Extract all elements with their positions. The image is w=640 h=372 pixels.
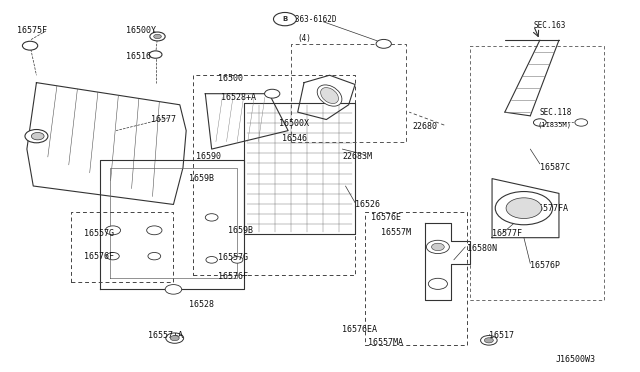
Text: 16576EA: 16576EA — [342, 326, 378, 334]
Text: 16528+A: 16528+A — [221, 93, 256, 102]
Circle shape — [431, 243, 444, 251]
Text: 16575F: 16575F — [17, 26, 47, 35]
Circle shape — [506, 198, 541, 218]
Text: 16557+A: 16557+A — [148, 331, 183, 340]
Text: 16577: 16577 — [151, 115, 176, 124]
Circle shape — [534, 119, 546, 126]
Circle shape — [25, 129, 48, 143]
Text: 16576F: 16576F — [84, 251, 114, 261]
Text: 16577F: 16577F — [492, 230, 522, 238]
Circle shape — [428, 278, 447, 289]
Text: 16576E: 16576E — [371, 213, 401, 222]
Circle shape — [273, 13, 296, 26]
Text: 1659B: 1659B — [189, 174, 214, 183]
Circle shape — [232, 257, 243, 263]
Text: 16546: 16546 — [282, 134, 307, 142]
Text: 16500Y: 16500Y — [125, 26, 156, 35]
Text: 16528: 16528 — [189, 300, 214, 309]
Text: SEC.118: SEC.118 — [540, 108, 572, 117]
Circle shape — [426, 240, 449, 254]
Text: 16557G: 16557G — [84, 230, 114, 238]
Text: 16517: 16517 — [489, 331, 514, 340]
Text: B: B — [282, 16, 287, 22]
Text: 16557MA: 16557MA — [368, 339, 403, 347]
Text: 22683M: 22683M — [342, 152, 372, 161]
Text: 16580N: 16580N — [467, 244, 497, 253]
Circle shape — [264, 89, 280, 98]
Circle shape — [31, 132, 44, 140]
Text: 1659B: 1659B — [228, 226, 253, 235]
Text: (11835M): (11835M) — [538, 122, 572, 128]
Text: 16576P: 16576P — [531, 261, 560, 270]
Circle shape — [22, 41, 38, 50]
Text: 16500: 16500 — [218, 74, 243, 83]
Circle shape — [575, 119, 588, 126]
Circle shape — [481, 336, 497, 345]
Circle shape — [484, 338, 493, 343]
Circle shape — [106, 253, 119, 260]
Text: 16590: 16590 — [196, 152, 221, 161]
Circle shape — [149, 51, 162, 58]
Text: °08363-6162D: °08363-6162D — [282, 15, 337, 24]
Circle shape — [150, 32, 165, 41]
Text: J16500W3: J16500W3 — [556, 355, 596, 364]
Circle shape — [148, 253, 161, 260]
Circle shape — [165, 285, 182, 294]
Text: 16516: 16516 — [125, 52, 150, 61]
Text: 16577FA: 16577FA — [534, 203, 568, 213]
Text: (4): (4) — [298, 34, 312, 43]
Circle shape — [170, 336, 179, 341]
Circle shape — [495, 192, 552, 225]
Text: 16557M: 16557M — [381, 228, 410, 237]
Circle shape — [105, 226, 120, 235]
Text: 16500X: 16500X — [278, 119, 308, 128]
Text: 22680: 22680 — [412, 122, 437, 131]
Text: 16557G: 16557G — [218, 253, 248, 263]
Circle shape — [154, 34, 161, 39]
Circle shape — [376, 39, 392, 48]
Ellipse shape — [317, 85, 342, 106]
Circle shape — [166, 333, 184, 343]
Text: 16526: 16526 — [355, 200, 380, 209]
Text: 16576F: 16576F — [218, 272, 248, 281]
Circle shape — [205, 214, 218, 221]
Circle shape — [147, 226, 162, 235]
Text: 16587C: 16587C — [540, 163, 570, 172]
Circle shape — [206, 257, 218, 263]
Text: SEC.163: SEC.163 — [534, 21, 566, 30]
Ellipse shape — [321, 87, 339, 103]
